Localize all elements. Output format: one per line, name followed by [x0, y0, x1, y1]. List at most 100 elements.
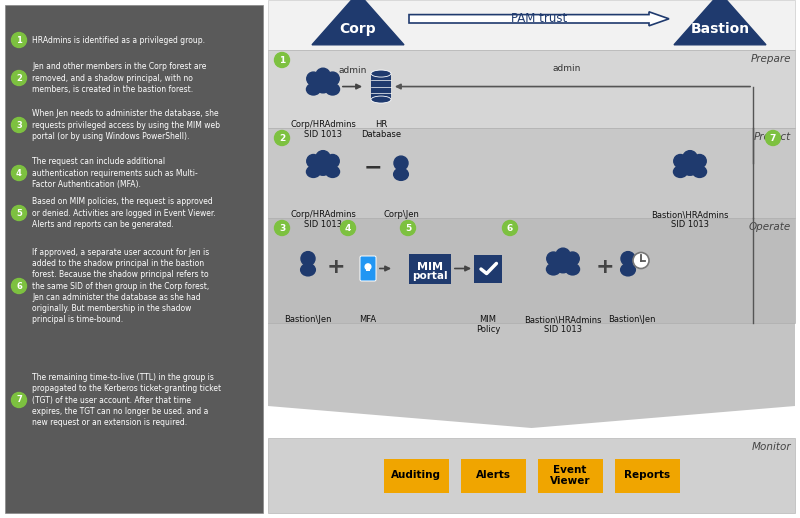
Circle shape	[274, 221, 290, 236]
Text: The request can include additional
authentication requirements such as Multi-
Fa: The request can include additional authe…	[32, 157, 198, 189]
Text: 3: 3	[279, 223, 285, 233]
Ellipse shape	[371, 70, 391, 77]
Circle shape	[401, 221, 415, 236]
Circle shape	[274, 131, 290, 146]
Circle shape	[274, 52, 290, 67]
Text: 1: 1	[279, 55, 285, 65]
Ellipse shape	[393, 167, 409, 181]
Text: Prepare: Prepare	[750, 54, 791, 64]
FancyBboxPatch shape	[5, 5, 263, 513]
Text: 7: 7	[16, 396, 22, 405]
Text: The remaining time-to-live (TTL) in the group is
propagated to the Kerberos tick: The remaining time-to-live (TTL) in the …	[32, 373, 221, 427]
Text: 5: 5	[16, 209, 22, 218]
Circle shape	[546, 252, 560, 265]
Circle shape	[341, 221, 355, 236]
Circle shape	[11, 206, 26, 221]
Text: When Jen needs to administer the database, she
requests privileged access by usi: When Jen needs to administer the databas…	[32, 109, 220, 140]
Circle shape	[502, 221, 518, 236]
Polygon shape	[268, 323, 795, 428]
Ellipse shape	[306, 83, 321, 96]
Ellipse shape	[371, 96, 391, 103]
Circle shape	[621, 252, 635, 266]
Text: Jen and other members in the Corp forest are
removed, and a shadow principal, wi: Jen and other members in the Corp forest…	[32, 62, 206, 94]
Text: 6: 6	[16, 281, 22, 291]
Text: Bastion\HRAdmins
SID 1013: Bastion\HRAdmins SID 1013	[524, 315, 602, 335]
FancyBboxPatch shape	[268, 0, 795, 50]
Circle shape	[766, 131, 781, 146]
Ellipse shape	[325, 165, 340, 178]
Text: Bastion: Bastion	[690, 22, 750, 36]
Text: Bastion\Jen: Bastion\Jen	[608, 315, 656, 324]
Polygon shape	[409, 12, 669, 26]
Text: 6: 6	[507, 223, 513, 233]
FancyBboxPatch shape	[383, 458, 449, 493]
Text: Corp/HRAdmins
SID 1013: Corp/HRAdmins SID 1013	[290, 120, 356, 139]
Circle shape	[326, 72, 339, 85]
Text: Operate: Operate	[749, 222, 791, 232]
Circle shape	[693, 154, 706, 168]
Circle shape	[316, 68, 330, 82]
Circle shape	[326, 154, 339, 168]
Text: admin: admin	[339, 66, 367, 75]
Text: Based on MIM policies, the request is approved
or denied. Activities are logged : Based on MIM policies, the request is ap…	[32, 197, 216, 228]
Text: 7: 7	[770, 134, 776, 142]
Circle shape	[566, 252, 579, 265]
Circle shape	[301, 252, 315, 266]
Text: 4: 4	[345, 223, 351, 233]
Ellipse shape	[620, 263, 636, 277]
Text: MFA: MFA	[359, 315, 377, 324]
Ellipse shape	[306, 165, 321, 178]
Text: Protect: Protect	[754, 132, 791, 142]
Circle shape	[11, 33, 26, 48]
Ellipse shape	[673, 165, 688, 178]
Polygon shape	[312, 0, 404, 45]
Circle shape	[306, 154, 320, 168]
Polygon shape	[674, 0, 766, 45]
Circle shape	[11, 279, 26, 294]
Text: MIM: MIM	[417, 262, 443, 271]
FancyBboxPatch shape	[409, 253, 451, 283]
Text: Monitor: Monitor	[751, 442, 791, 452]
Circle shape	[306, 72, 320, 85]
FancyBboxPatch shape	[366, 268, 370, 271]
Circle shape	[633, 252, 649, 268]
Text: PAM trust: PAM trust	[511, 12, 567, 25]
Ellipse shape	[692, 165, 707, 178]
Circle shape	[11, 70, 26, 85]
Text: Corp\Jen: Corp\Jen	[383, 210, 419, 219]
Text: 2: 2	[279, 134, 285, 142]
Text: MIM
Policy: MIM Policy	[476, 315, 500, 335]
Text: Reports: Reports	[624, 470, 670, 481]
Text: 1: 1	[16, 36, 22, 45]
Ellipse shape	[555, 260, 571, 274]
Circle shape	[394, 156, 408, 170]
Text: If approved, a separate user account for Jen is
added to the shadow principal in: If approved, a separate user account for…	[32, 248, 210, 324]
Ellipse shape	[315, 162, 331, 176]
FancyBboxPatch shape	[268, 218, 795, 323]
Ellipse shape	[300, 263, 316, 277]
FancyBboxPatch shape	[474, 254, 502, 282]
Text: HRAdmins is identified as a privileged group.: HRAdmins is identified as a privileged g…	[32, 36, 205, 45]
Text: portal: portal	[412, 270, 448, 281]
Text: admin: admin	[553, 64, 581, 73]
Ellipse shape	[565, 263, 580, 276]
FancyBboxPatch shape	[461, 458, 526, 493]
Text: Event
Viewer: Event Viewer	[550, 465, 590, 486]
Ellipse shape	[546, 263, 561, 276]
Circle shape	[11, 393, 26, 408]
Circle shape	[316, 151, 330, 165]
FancyBboxPatch shape	[268, 438, 795, 513]
Text: Auditing: Auditing	[391, 470, 441, 481]
Text: Bastion\HRAdmins
SID 1013: Bastion\HRAdmins SID 1013	[651, 210, 729, 229]
Text: +: +	[326, 256, 346, 277]
Text: 5: 5	[405, 223, 411, 233]
Ellipse shape	[682, 162, 698, 176]
Text: 4: 4	[16, 168, 22, 178]
Circle shape	[556, 248, 570, 263]
Text: 2: 2	[16, 74, 22, 82]
Text: Alerts: Alerts	[475, 470, 510, 481]
Circle shape	[674, 154, 687, 168]
Text: HR
Database: HR Database	[361, 120, 401, 139]
Circle shape	[683, 151, 697, 165]
Text: Bastion\Jen: Bastion\Jen	[284, 315, 332, 324]
